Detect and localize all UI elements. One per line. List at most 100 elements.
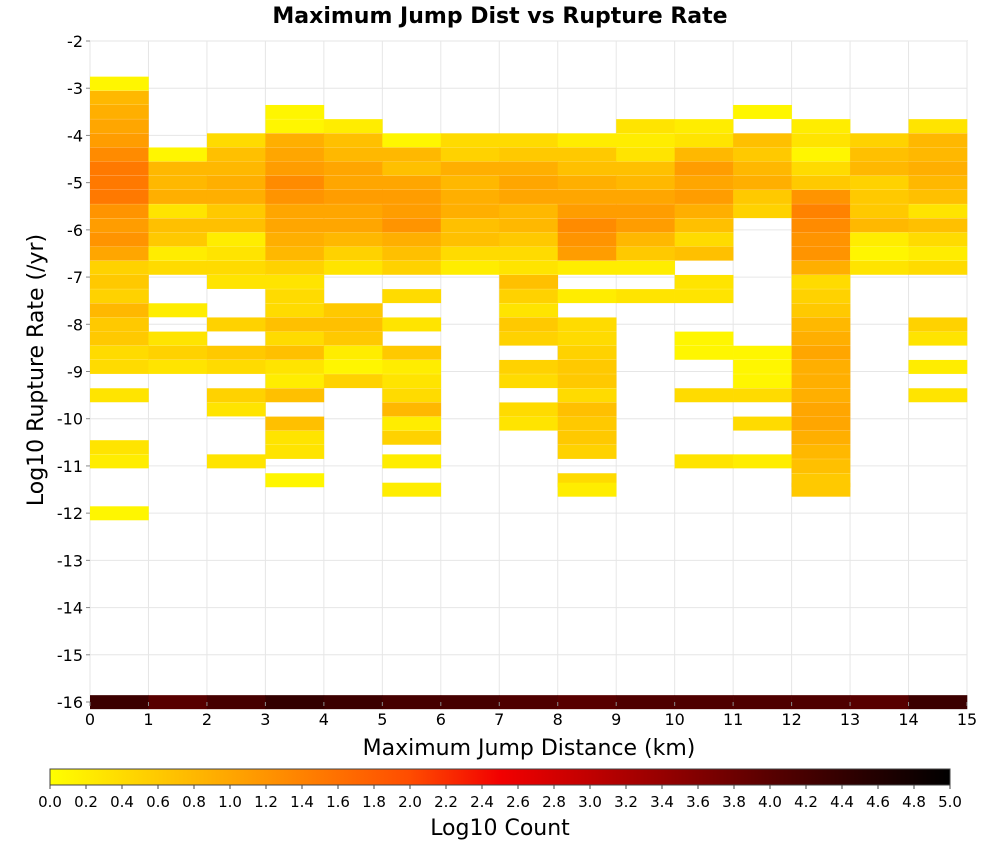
heatmap-cell [733,161,792,176]
heatmap-cell [206,274,266,289]
heatmap-cell [791,695,851,710]
heatmap-cell [557,331,617,346]
heatmap-cell [206,260,266,275]
heatmap-cell [206,246,266,261]
heatmap-cell [90,147,149,162]
heatmap-cell [206,402,266,417]
heatmap-cell [265,444,325,459]
heatmap-cell [440,260,500,275]
heatmap-cell [908,331,968,346]
heatmap-cell [323,695,383,710]
heatmap-cell [674,119,734,134]
heatmap-cell [791,359,851,374]
heatmap-cell [90,506,149,521]
heatmap-cell [148,695,208,710]
colorbar-tick-label: 3.4 [650,793,674,811]
heatmap-cell [674,331,734,346]
y-tick-label: -7 [67,268,83,287]
y-tick-label: -9 [67,363,83,382]
heatmap-cell [206,204,266,219]
y-tick-label: -3 [67,79,83,98]
colorbar-tick-label: 4.2 [794,793,818,811]
heatmap-cell [206,232,266,247]
heatmap-cell [791,374,851,389]
heatmap-cell [850,695,909,710]
heatmap-cell [440,189,500,204]
heatmap-cell [323,189,383,204]
heatmap-cell [206,317,266,332]
heatmap-cell [499,189,559,204]
heatmap-cell [265,104,325,119]
heatmap-cell [323,303,383,318]
heatmap-cell [850,232,909,247]
x-tick-label: 4 [319,710,329,729]
heatmap-cell [791,147,851,162]
x-axis-ticks: 0 1 2 3 4 5 6 7 8 9 10 11 12 13 14 15 [85,702,977,729]
heatmap-cell [499,359,559,374]
heatmap-cell [265,274,325,289]
heatmap-cell [557,317,617,332]
heatmap-cell [733,133,792,148]
heatmap-cell [323,218,383,233]
heatmap-cell [440,133,500,148]
heatmap-cell [265,161,325,176]
heatmap-cell [616,161,675,176]
x-tick-label: 3 [260,710,270,729]
heatmap-cell [908,189,968,204]
heatmap-cell [733,189,792,204]
heatmap-cell [90,317,149,332]
heatmap-cell [382,289,442,304]
heatmap-cell [733,104,792,119]
heatmap-cell [265,133,325,148]
heatmap-cell [440,695,500,710]
heatmap-cell [791,331,851,346]
heatmap-cell [557,430,617,445]
y-tick-label: -16 [57,693,83,712]
heatmap-cell [850,246,909,261]
colorbar-tick-label: 0.8 [182,793,206,811]
x-tick-label: 2 [202,710,212,729]
heatmap-cell [791,388,851,403]
heatmap-cell [557,416,617,431]
heatmap-cell [557,189,617,204]
colorbar-tick-label: 2.4 [470,793,494,811]
heatmap-cell [499,303,559,318]
heatmap-cell [616,232,675,247]
x-tick-label: 10 [664,710,684,729]
heatmap-cell [557,289,617,304]
heatmap-cell [323,133,383,148]
heatmap-cell [499,260,559,275]
heatmap-cell [206,359,266,374]
heatmap-cell [382,204,442,219]
heatmap-cell [499,695,559,710]
heatmap-cell [265,119,325,134]
heatmap-cell [791,204,851,219]
heatmap-cell [616,695,675,710]
heatmap-cell [90,388,149,403]
colorbar-tick-label: 4.8 [902,793,926,811]
colorbar-tick-label: 2.0 [398,793,422,811]
heatmap-cell [148,161,208,176]
heatmap-cell [206,133,266,148]
colorbar-tick-label: 5.0 [938,793,962,811]
heatmap-cell [206,388,266,403]
heatmap-cell [382,218,442,233]
heatmap-cell [90,232,149,247]
heatmap-cell [499,161,559,176]
colorbar-tick-label: 2.2 [434,793,458,811]
heatmap-cell [265,189,325,204]
heatmap-cell [499,317,559,332]
heatmap-cell [265,204,325,219]
heatmap-cell [908,175,968,190]
heatmap-cell [908,232,968,247]
x-tick-label: 11 [723,710,743,729]
colorbar-tick-label: 1.4 [290,793,314,811]
heatmap-cell [323,331,383,346]
heatmap-cell [850,260,909,275]
x-tick-label: 1 [143,710,153,729]
y-tick-label: -14 [57,599,83,618]
heatmap-cell [733,374,792,389]
heatmap-cell [616,175,675,190]
heatmap-cell [557,374,617,389]
